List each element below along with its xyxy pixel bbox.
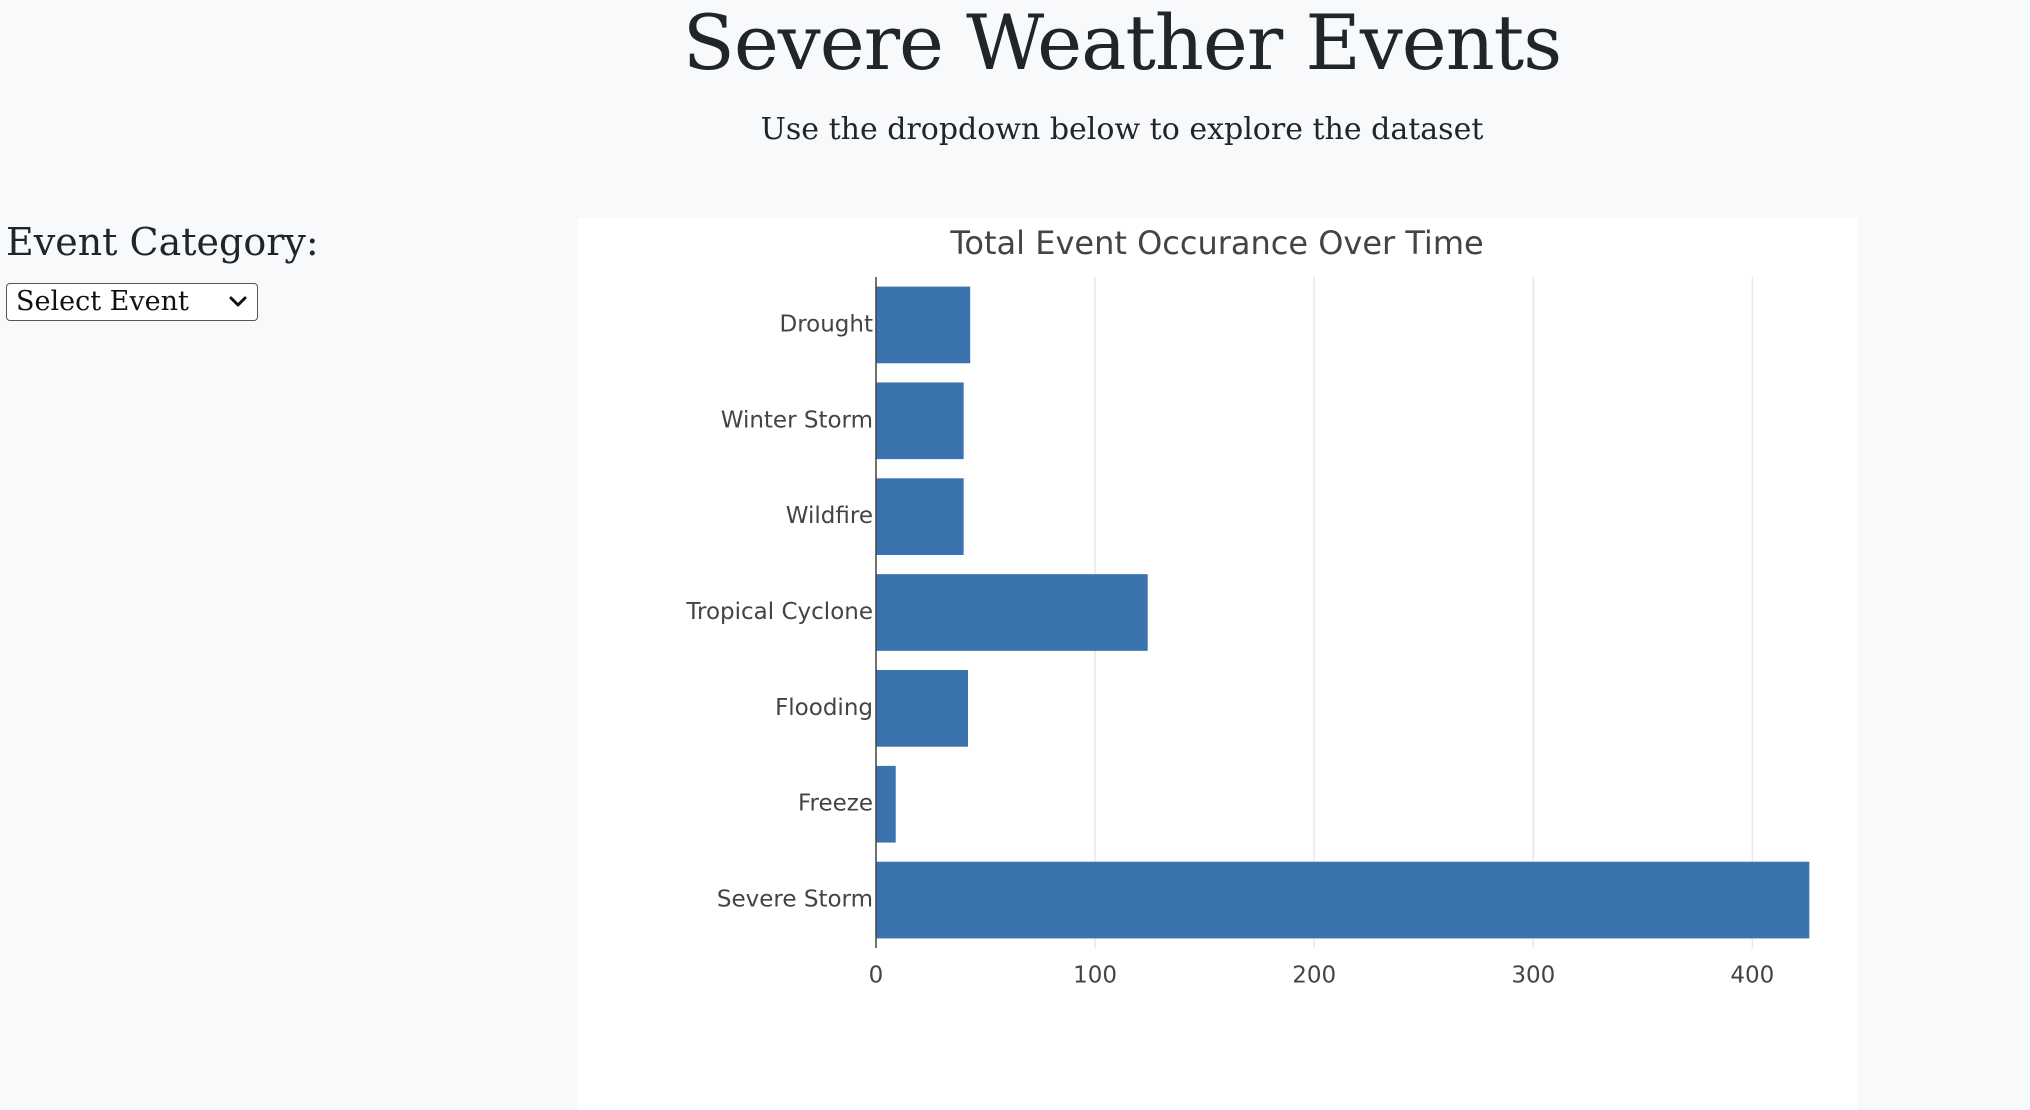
x-tick-labels: 0 100 200 300 400 bbox=[869, 963, 1775, 989]
grid-lines bbox=[1094, 277, 1754, 948]
bar-chart: Total Event Occurance Over Time Drought W… bbox=[685, 224, 1810, 989]
page-subtitle: Use the dropdown below to explore the da… bbox=[760, 112, 1484, 147]
x-tick-label: 200 bbox=[1292, 963, 1336, 989]
category-label: Tropical Cyclone bbox=[685, 599, 873, 625]
sidebar: Event Category: Select Event bbox=[6, 212, 566, 321]
x-tick-label: 400 bbox=[1730, 963, 1774, 989]
bar[interactable] bbox=[876, 861, 1810, 939]
event-select-value: Select Event bbox=[16, 286, 189, 317]
bar[interactable] bbox=[876, 574, 1148, 651]
bar[interactable] bbox=[876, 670, 969, 747]
bar[interactable] bbox=[876, 382, 964, 460]
category-label: Freeze bbox=[798, 791, 873, 817]
category-label: Winter Storm bbox=[721, 407, 873, 433]
x-tick-label: 300 bbox=[1511, 963, 1555, 989]
category-label: Drought bbox=[779, 311, 873, 337]
bar[interactable] bbox=[876, 478, 964, 555]
chart-title: Total Event Occurance Over Time bbox=[949, 224, 1483, 262]
category-label: Flooding bbox=[775, 695, 873, 721]
page-title: Severe Weather Events bbox=[682, 0, 1562, 87]
x-tick-label: 100 bbox=[1073, 963, 1117, 989]
event-category-select[interactable]: Select Event bbox=[6, 283, 258, 321]
category-labels: Drought Winter Storm Wildfire Tropical Cycl… bbox=[685, 311, 873, 912]
category-label: Severe Storm bbox=[717, 887, 873, 913]
bar[interactable] bbox=[876, 286, 971, 364]
category-label: Wildfire bbox=[786, 503, 873, 529]
bars bbox=[876, 286, 1810, 939]
x-tick-label: 0 bbox=[869, 963, 884, 989]
chart-panel: Total Event Occurance Over Time Drought W… bbox=[577, 218, 1857, 1110]
chevron-down-icon bbox=[228, 293, 248, 311]
bar[interactable] bbox=[876, 765, 896, 843]
event-category-label: Event Category: bbox=[6, 220, 319, 264]
